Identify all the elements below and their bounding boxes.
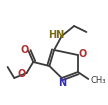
Text: CH₃: CH₃ (90, 75, 106, 85)
Text: O: O (21, 45, 29, 55)
Text: HN: HN (48, 30, 64, 40)
Text: O: O (79, 49, 87, 59)
Text: N: N (59, 78, 67, 88)
Text: O: O (18, 69, 26, 79)
